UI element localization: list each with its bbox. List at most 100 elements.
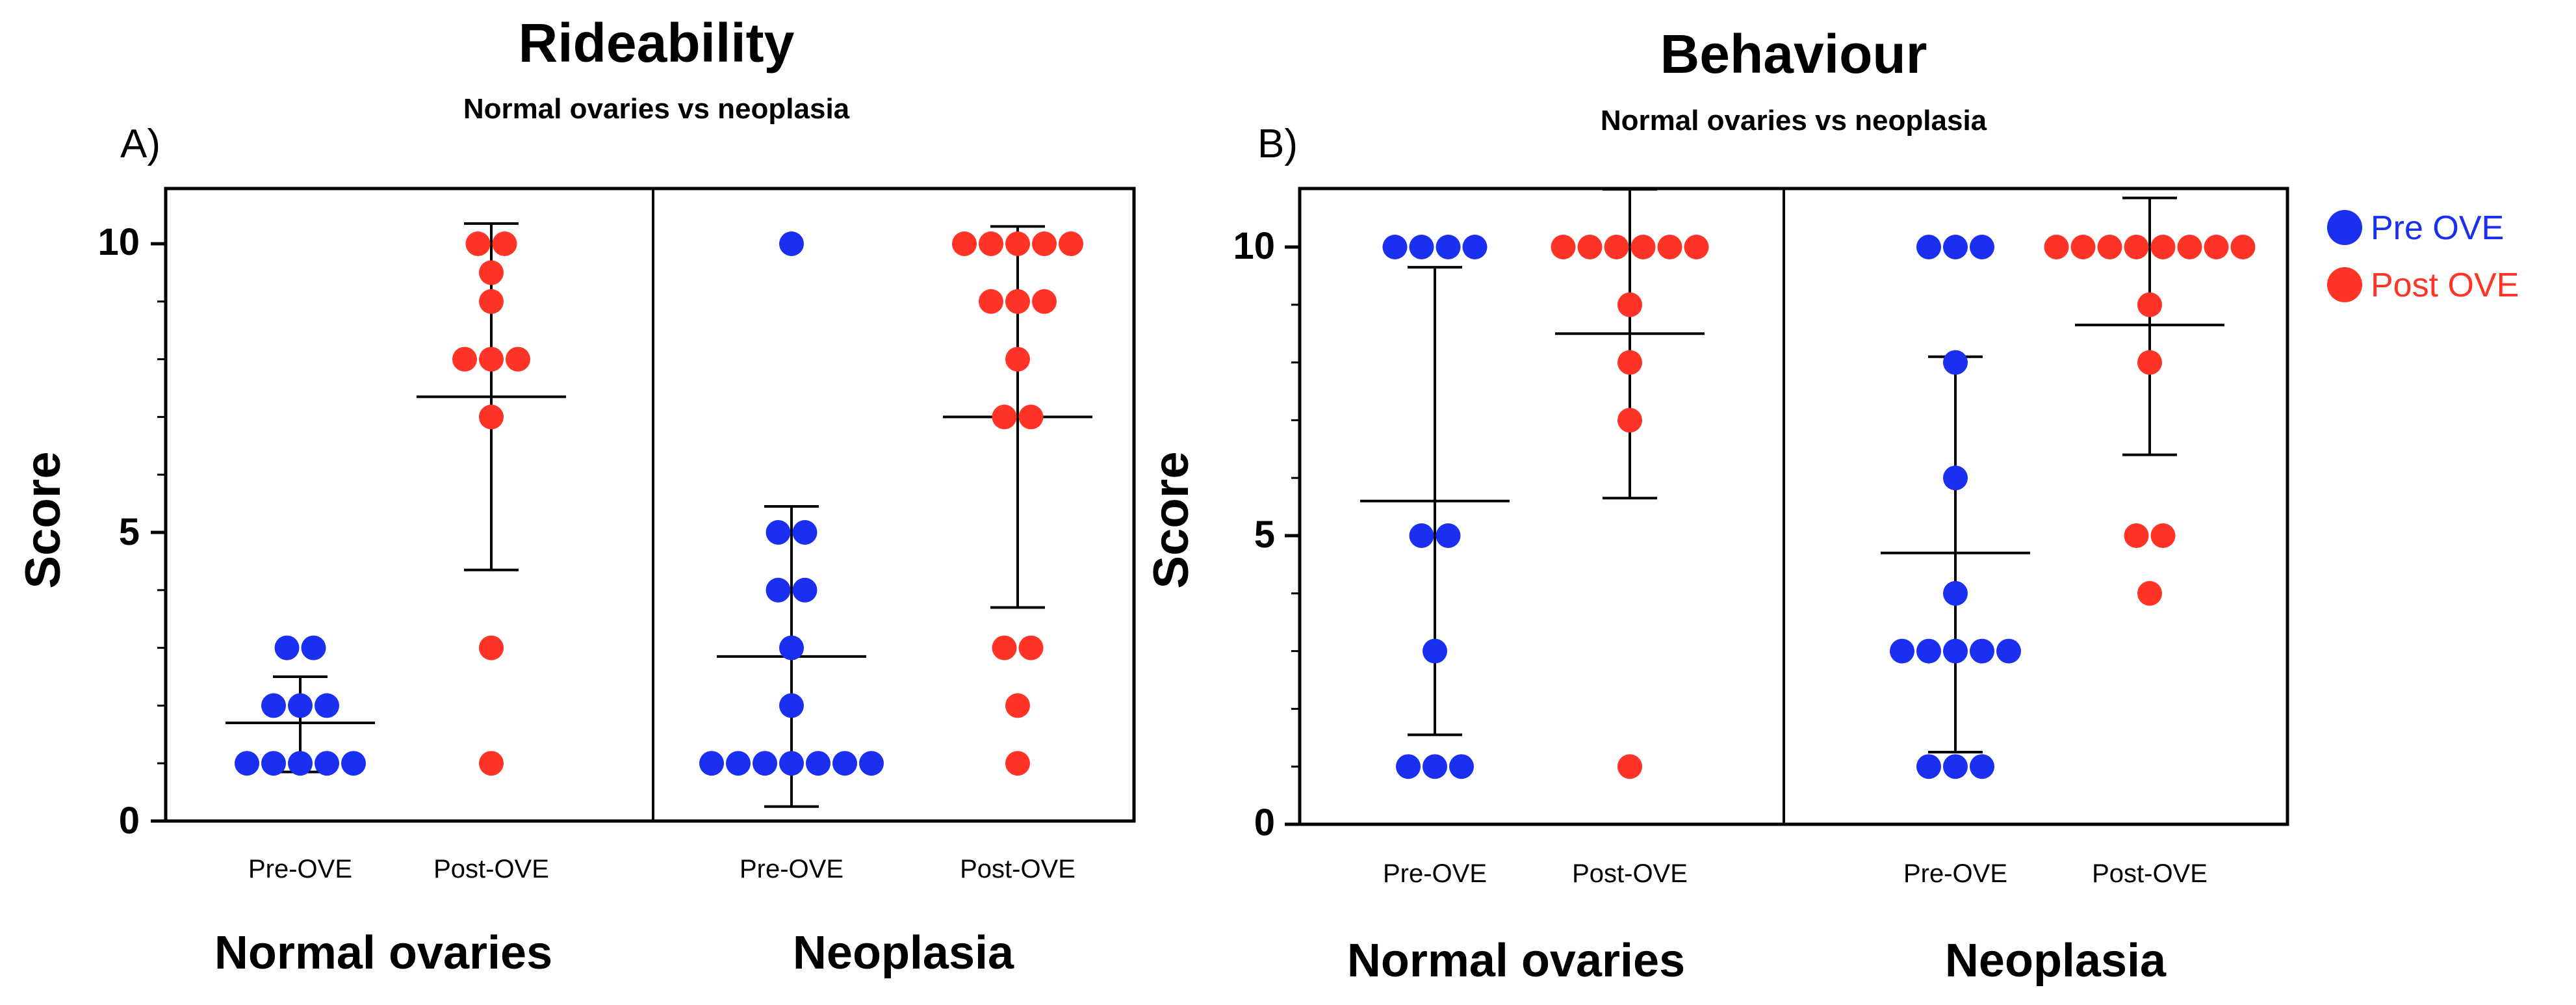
x-category-label: Post-OVE	[1572, 859, 1688, 888]
data-point	[766, 577, 791, 603]
data-point	[1943, 581, 1968, 606]
data-point	[341, 751, 366, 776]
data-point	[2097, 235, 2122, 259]
data-point	[261, 751, 286, 776]
data-point	[1423, 754, 1447, 779]
data-point	[315, 693, 339, 718]
data-point	[699, 751, 724, 776]
data-point	[1005, 751, 1030, 776]
data-point	[479, 289, 504, 314]
y-tick-label: 10	[97, 221, 140, 263]
data-point	[1630, 235, 1656, 259]
data-point	[1577, 235, 1603, 259]
data-point	[779, 635, 804, 660]
legend: Pre OVE Post OVE	[2327, 209, 2519, 304]
legend-marker-post-ove	[2327, 267, 2362, 302]
data-point	[2150, 235, 2176, 259]
y-tick-label: 0	[119, 800, 140, 842]
data-point	[1617, 408, 1642, 433]
data-point	[779, 231, 804, 256]
data-point	[1916, 235, 1941, 259]
data-point	[1005, 289, 1030, 314]
data-point	[992, 404, 1017, 430]
data-point	[274, 635, 300, 660]
plot-frame	[164, 187, 1136, 823]
data-point	[1943, 638, 1968, 664]
data-point	[753, 751, 777, 776]
group-label: Neoplasia	[793, 927, 1014, 979]
plot-area-rideability	[151, 187, 1136, 823]
group-label: Normal ovaries	[1347, 935, 1685, 987]
data-point	[479, 346, 504, 372]
data-point	[952, 231, 977, 256]
data-point	[315, 751, 339, 776]
data-point	[1018, 635, 1044, 660]
data-point	[235, 751, 259, 776]
x-category-label: Post-OVE	[960, 855, 1075, 883]
data-point	[288, 693, 313, 718]
data-point	[1943, 350, 1968, 375]
y-tick-label: 10	[1233, 225, 1275, 267]
data-point	[1916, 638, 1941, 664]
data-point	[792, 577, 818, 603]
data-point	[1032, 289, 1057, 314]
data-point	[1005, 346, 1030, 372]
y-axis-label: Score	[1144, 451, 1199, 588]
data-point	[1409, 523, 1434, 548]
data-point	[2070, 235, 2096, 259]
data-point	[792, 520, 818, 545]
data-point	[1970, 235, 1994, 259]
data-point	[1970, 638, 1994, 664]
group-label: Normal ovaries	[214, 927, 552, 979]
legend-label: Post OVE	[2371, 267, 2519, 304]
data-point	[2230, 235, 2256, 259]
y-tick-label: 5	[119, 511, 140, 553]
data-point	[1617, 754, 1642, 779]
data-point	[1436, 235, 1461, 259]
data-point	[479, 635, 504, 660]
data-point	[806, 751, 831, 776]
data-point	[1396, 754, 1421, 779]
data-point	[492, 231, 517, 256]
plot-frame	[1298, 187, 2289, 826]
data-point	[859, 751, 884, 776]
panel-label: A)	[120, 122, 161, 166]
data-point	[1382, 235, 1408, 259]
data-point	[766, 520, 791, 545]
data-point	[1617, 350, 1642, 375]
data-point	[2204, 235, 2229, 259]
data-point	[1916, 754, 1941, 779]
data-point	[2137, 581, 2162, 606]
data-point	[1551, 235, 1576, 259]
data-point	[1943, 465, 1968, 491]
chart-title: Behaviour	[1660, 23, 1927, 85]
data-point	[979, 231, 1003, 256]
x-category-label: Post-OVE	[433, 855, 549, 883]
data-point	[1890, 638, 1914, 664]
x-category-label: Pre-OVE	[248, 855, 352, 883]
data-point	[479, 404, 504, 430]
data-point	[301, 635, 326, 660]
data-point	[992, 635, 1017, 660]
data-point	[452, 346, 477, 372]
data-point	[2137, 350, 2162, 375]
data-point	[1059, 231, 1083, 256]
x-category-label: Pre-OVE	[1383, 859, 1487, 888]
data-point	[832, 751, 857, 776]
y-tick-label: 5	[1254, 514, 1275, 556]
data-point	[726, 751, 751, 776]
data-point	[1943, 235, 1968, 259]
data-point	[1943, 754, 1968, 779]
chart-subtitle: Normal ovaries vs neoplasia	[1601, 105, 1987, 137]
x-category-label: Pre-OVE	[1903, 859, 2007, 888]
y-tick-label: 0	[1254, 802, 1275, 844]
data-point	[2137, 292, 2162, 317]
data-point	[979, 289, 1003, 314]
data-point	[261, 693, 286, 718]
data-point	[1449, 754, 1474, 779]
data-point	[506, 346, 530, 372]
chart-subtitle: Normal ovaries vs neoplasia	[463, 93, 850, 125]
data-point	[1018, 404, 1044, 430]
x-category-label: Pre-OVE	[740, 855, 844, 883]
